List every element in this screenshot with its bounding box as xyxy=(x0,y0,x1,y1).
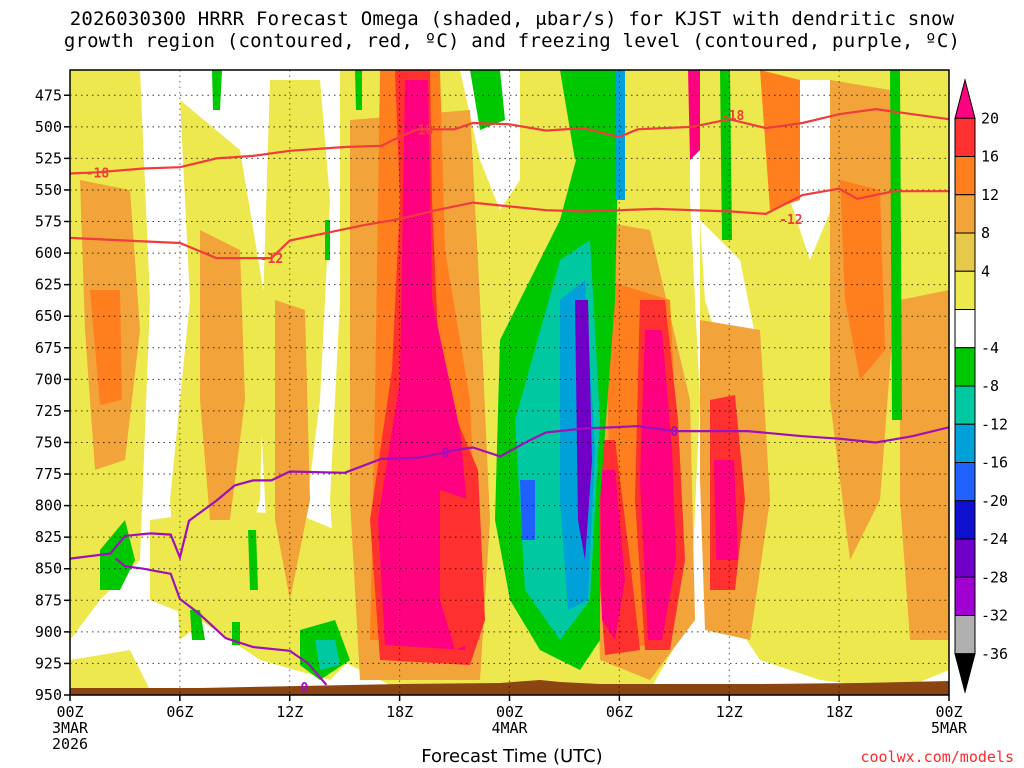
contour-label: -12 xyxy=(779,213,802,228)
contour-label: -18 xyxy=(721,109,745,124)
colorbar-label: -24 xyxy=(981,530,1008,548)
y-tick-label: 950 xyxy=(35,686,62,704)
x-tick-label: 00Z xyxy=(496,703,523,721)
contour-label: -18 xyxy=(410,123,434,138)
x-tick-label: 12Z xyxy=(716,703,743,721)
colorbar-label: -28 xyxy=(981,568,1008,586)
x-axis-label: Forecast Time (UTC) xyxy=(421,746,603,767)
y-tick-label: 850 xyxy=(35,560,62,578)
y-tick-label: 475 xyxy=(35,86,62,104)
colorbar-label: 12 xyxy=(981,186,999,204)
colorbar-swatch xyxy=(954,615,976,655)
y-tick-label: 575 xyxy=(35,213,62,231)
y-tick-label: 600 xyxy=(35,244,62,262)
y-tick-label: 700 xyxy=(35,370,62,388)
contour-label: 0 xyxy=(441,447,449,462)
y-tick-label: 900 xyxy=(35,623,62,641)
source-credit[interactable]: coolwx.com/models xyxy=(860,748,1014,766)
contour-line xyxy=(70,187,949,260)
colorbar-swatch xyxy=(954,538,976,578)
colorbar-top-triangle xyxy=(954,78,976,119)
x-tick-year-label: 2026 xyxy=(52,735,88,753)
colorbar-swatch xyxy=(954,462,976,502)
colorbar-label: -8 xyxy=(981,377,999,395)
colorbar-swatch xyxy=(954,309,976,349)
x-tick-label: 18Z xyxy=(826,703,853,721)
y-tick-label: 650 xyxy=(35,307,62,325)
contour-label: -12 xyxy=(260,252,283,267)
colorbar-label: -4 xyxy=(981,339,999,357)
x-tick-label: 18Z xyxy=(386,703,413,721)
y-tick-label: 800 xyxy=(35,497,62,515)
colorbar-swatch xyxy=(954,232,976,272)
colorbar-swatch xyxy=(954,194,976,234)
y-tick-label: 625 xyxy=(35,276,62,294)
y-tick-label: 725 xyxy=(35,402,62,420)
colorbar-label: 4 xyxy=(981,262,990,280)
chart-title: 2026030300 HRRR Forecast Omega (shaded, … xyxy=(0,8,1024,52)
colorbar-swatch xyxy=(954,385,976,425)
axes: 475 500 525 550 575 600 625 650 675 700 725 750 775 8… xyxy=(35,69,968,753)
x-tick-label: 00Z xyxy=(935,703,962,721)
x-tick-date-label: 4MAR xyxy=(491,719,528,737)
colorbar: 20 16 12 8 4 -4 -8 -12 -16 -20 -24 -28 -32 -36 xyxy=(954,78,1008,694)
contour-line xyxy=(70,424,949,561)
x-tick-label: 12Z xyxy=(276,703,303,721)
colorbar-label: -36 xyxy=(981,645,1008,663)
x-tick-date-label: 3MAR xyxy=(52,719,89,737)
x-tick-label: 06Z xyxy=(166,703,193,721)
colorbar-label: -32 xyxy=(981,607,1008,625)
contour-lines: -18 -18 -18 -12 -12 0 0 0 xyxy=(70,107,949,696)
colorbar-swatch xyxy=(954,117,976,157)
y-tick-label: 525 xyxy=(35,149,62,167)
contour-line xyxy=(115,557,328,686)
colorbar-label: 8 xyxy=(981,224,990,242)
x-tick-date-label: 5MAR xyxy=(931,719,968,737)
colorbar-swatch xyxy=(954,576,976,616)
colorbar-label: 20 xyxy=(981,109,999,127)
y-tick-label: 550 xyxy=(35,181,62,199)
contour-label: 0 xyxy=(300,681,308,696)
contour-label: -18 xyxy=(86,166,110,181)
colorbar-label: 16 xyxy=(981,148,999,166)
omega-shading xyxy=(70,70,949,695)
colorbar-swatch xyxy=(954,500,976,540)
colorbar-bottom-triangle xyxy=(954,653,976,694)
contour-line xyxy=(70,107,949,175)
colorbar-label: -12 xyxy=(981,415,1008,433)
chart-title-line-1: 2026030300 HRRR Forecast Omega (shaded, … xyxy=(69,8,955,30)
y-tick-label: 675 xyxy=(35,339,62,357)
y-tick-label: 750 xyxy=(35,433,62,451)
x-tick-label: 06Z xyxy=(606,703,633,721)
colorbar-swatch xyxy=(954,270,976,310)
y-tick-label: 775 xyxy=(35,465,62,483)
x-tick-label: 00Z xyxy=(56,703,83,721)
y-tick-label: 825 xyxy=(35,528,62,546)
colorbar-label: -16 xyxy=(981,454,1008,472)
grid-lines xyxy=(69,70,950,696)
colorbar-swatch xyxy=(954,156,976,196)
colorbar-label: -20 xyxy=(981,492,1008,510)
chart-title-line-2: growth region (contoured, red, ºC) and f… xyxy=(63,30,961,52)
y-tick-label: 925 xyxy=(35,654,62,672)
y-tick-label: 875 xyxy=(35,591,62,609)
colorbar-swatch xyxy=(954,347,976,387)
colorbar-swatch xyxy=(954,423,976,463)
y-tick-label: 500 xyxy=(35,118,62,136)
contour-label: 0 xyxy=(670,425,678,440)
